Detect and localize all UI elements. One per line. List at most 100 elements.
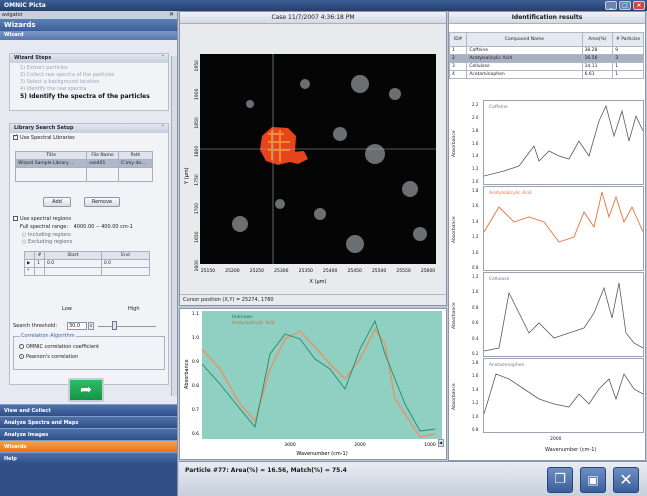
- nav-view-collect[interactable]: View and Collect: [0, 404, 177, 416]
- threshold-slider-track[interactable]: [98, 326, 156, 327]
- spectrum-y-tick: 1.2: [472, 234, 479, 240]
- excluding-regions-option[interactable]: ○ Excluding regions: [22, 239, 73, 245]
- wizard-steps-header[interactable]: Wizard Steps ˄: [10, 54, 168, 63]
- col-number[interactable]: #: [34, 251, 45, 260]
- nav-wizards[interactable]: Wizards: [0, 440, 177, 452]
- omnic-correlation-option[interactable]: OMNIC correlation coefficient: [19, 344, 99, 351]
- nav-analyze-images[interactable]: Analyze Images: [0, 428, 177, 440]
- spectrum-y-ticks: 1.1 1.0 0.9 0.8 0.7 0.6: [192, 311, 199, 437]
- nav-analyze-spectra[interactable]: Analyze Spectra and Maps: [0, 416, 177, 428]
- col-start[interactable]: Start: [44, 251, 102, 260]
- threshold-slider-handle[interactable]: [112, 321, 117, 330]
- cellulose-spectrum[interactable]: Cellulose: [483, 272, 644, 357]
- library-empty-cell: [86, 167, 119, 182]
- library-search-group: Library Search Setup˄ Use Spectral Libra…: [9, 123, 169, 385]
- close-button[interactable]: ✕: [613, 467, 639, 493]
- save-button[interactable]: ▣: [580, 467, 606, 493]
- spectrum-x-tick: 1000: [424, 442, 436, 448]
- threshold-input[interactable]: 30.0: [67, 322, 87, 330]
- regions-table[interactable]: # Start End ▶ 1 0.0 0.0 *: [24, 251, 151, 276]
- new-row-cell[interactable]: [34, 267, 45, 276]
- next-arrow-icon: ➦: [80, 382, 92, 398]
- spectrum-y-tick: 1.2: [472, 274, 479, 279]
- col-compound[interactable]: Compound Name: [466, 32, 583, 47]
- x-tick-label: 25150: [201, 268, 215, 274]
- step-5[interactable]: 5) Identify the spectra of the particles: [20, 93, 150, 100]
- y-tick-label: 1950: [194, 60, 200, 72]
- acetaminophen-spectrum[interactable]: Acetaminophen: [483, 358, 644, 433]
- new-row-cell[interactable]: [44, 267, 102, 276]
- pin-icon[interactable]: ✕: [168, 11, 174, 18]
- omnic-radio[interactable]: [19, 344, 24, 349]
- pearson-correlation-option[interactable]: Pearson's correlation: [19, 354, 78, 361]
- spectrum-y-tick: 1.0: [472, 289, 479, 295]
- col-id[interactable]: ID#: [448, 32, 468, 47]
- spectrum-x-tick: 2000: [354, 442, 366, 448]
- y-axis-label: Y (µm): [184, 167, 190, 185]
- spectrum-y-tick: 0.8: [472, 304, 479, 310]
- col-path[interactable]: Path: [117, 151, 154, 160]
- spectrum-y-tick: 2.2: [472, 102, 479, 107]
- add-library-button[interactable]: Add: [43, 197, 71, 207]
- threshold-spinner[interactable]: ⇕: [88, 322, 94, 330]
- use-regions-checkbox[interactable]: [13, 216, 18, 221]
- library-row-title[interactable]: Wizard Sample Library ...: [14, 159, 88, 168]
- use-libraries-checkbox[interactable]: [13, 133, 18, 140]
- step-3[interactable]: 3) Select a background location: [20, 79, 100, 85]
- aspirin-spectrum[interactable]: Acetylsalicylic Acid: [483, 186, 644, 271]
- spectrum-y-tick: 1.8: [472, 188, 479, 193]
- spectrum-y-tick: 1.4: [472, 386, 479, 392]
- col-area[interactable]: Area(%): [581, 32, 614, 47]
- spectrum-scroll-arrow[interactable]: ◀: [438, 439, 444, 447]
- result-row[interactable]: 1 Caffeine 38.28 9: [448, 46, 644, 55]
- collapse-icon[interactable]: ˄: [161, 125, 165, 131]
- result-row-selected[interactable]: 2 Acetylsalicylic Acid 16.56 3: [448, 54, 644, 63]
- step-2[interactable]: 2) Collect raw spectra of the particles: [20, 72, 115, 78]
- aspirin-line: [483, 191, 644, 243]
- spectrum-y-tick: 0.7: [192, 407, 199, 413]
- col-title[interactable]: Title: [14, 151, 88, 160]
- nav-help[interactable]: Help: [0, 452, 177, 464]
- spectrum-y-tick: 0.8: [472, 427, 479, 432]
- library-row-file[interactable]: sse401: [86, 159, 119, 168]
- left-scrollbar[interactable]: [171, 56, 177, 396]
- step-1[interactable]: 1) Extract particles: [20, 65, 68, 71]
- caffeine-spectrum-plot: Caffeine: [483, 104, 644, 177]
- particle-image-view[interactable]: Y (µm) 19501900185018001750170016501600 …: [180, 24, 446, 305]
- library-table[interactable]: Title File Name Path Wizard Sample Library…: [14, 151, 154, 182]
- including-regions-option[interactable]: ○ Including regions: [22, 232, 71, 238]
- col-particles[interactable]: # Particles: [612, 32, 644, 47]
- y-tick-label: 1650: [194, 231, 200, 243]
- next-step-button[interactable]: ➦: [68, 378, 104, 402]
- collapse-icon[interactable]: ˄: [161, 55, 165, 61]
- microscope-image[interactable]: [200, 54, 436, 264]
- particle-highlight[interactable]: [260, 127, 308, 165]
- image-texture: [232, 75, 427, 253]
- new-row-cell[interactable]: [100, 267, 151, 276]
- result-row[interactable]: 3 Cellulose 14.11 1: [448, 62, 644, 71]
- step-4[interactable]: 4) Identify the raw spectra: [20, 86, 87, 92]
- caffeine-spectrum[interactable]: Caffeine: [483, 100, 644, 185]
- pearson-radio[interactable]: [19, 354, 24, 359]
- remove-library-button[interactable]: Remove: [84, 197, 120, 207]
- col-end[interactable]: End: [100, 251, 151, 260]
- use-regions-row[interactable]: Use spectral regions: [13, 216, 71, 223]
- result-row[interactable]: 4 Acetaminophen 6.61 1: [448, 70, 644, 79]
- close-window-button[interactable]: ×: [633, 1, 645, 10]
- y-tick-label: 1700: [194, 203, 200, 215]
- use-libraries-row[interactable]: Use Spectral Libraries: [10, 133, 168, 144]
- region-end[interactable]: 0.0: [100, 259, 151, 268]
- copy-button[interactable]: ❐: [547, 467, 573, 493]
- spectrum-y-tick: 1.8: [472, 360, 479, 365]
- spectrum-y-tick: 0.6: [192, 431, 199, 437]
- region-start[interactable]: 0.0: [44, 259, 102, 268]
- library-row-path[interactable]: C:\my do...: [117, 159, 154, 168]
- maximize-button[interactable]: □: [619, 1, 631, 10]
- spectrum-chart[interactable]: Absorbance 1.1 1.0 0.9 0.8 0.7 0.6 3000 2000 10…: [180, 309, 446, 459]
- spectrum-y-tick: 1.1: [192, 311, 199, 317]
- region-number[interactable]: 1: [34, 259, 45, 268]
- minimize-button[interactable]: _: [605, 1, 617, 10]
- col-file-name[interactable]: File Name: [86, 151, 119, 160]
- library-search-header[interactable]: Library Search Setup ˄: [10, 124, 168, 133]
